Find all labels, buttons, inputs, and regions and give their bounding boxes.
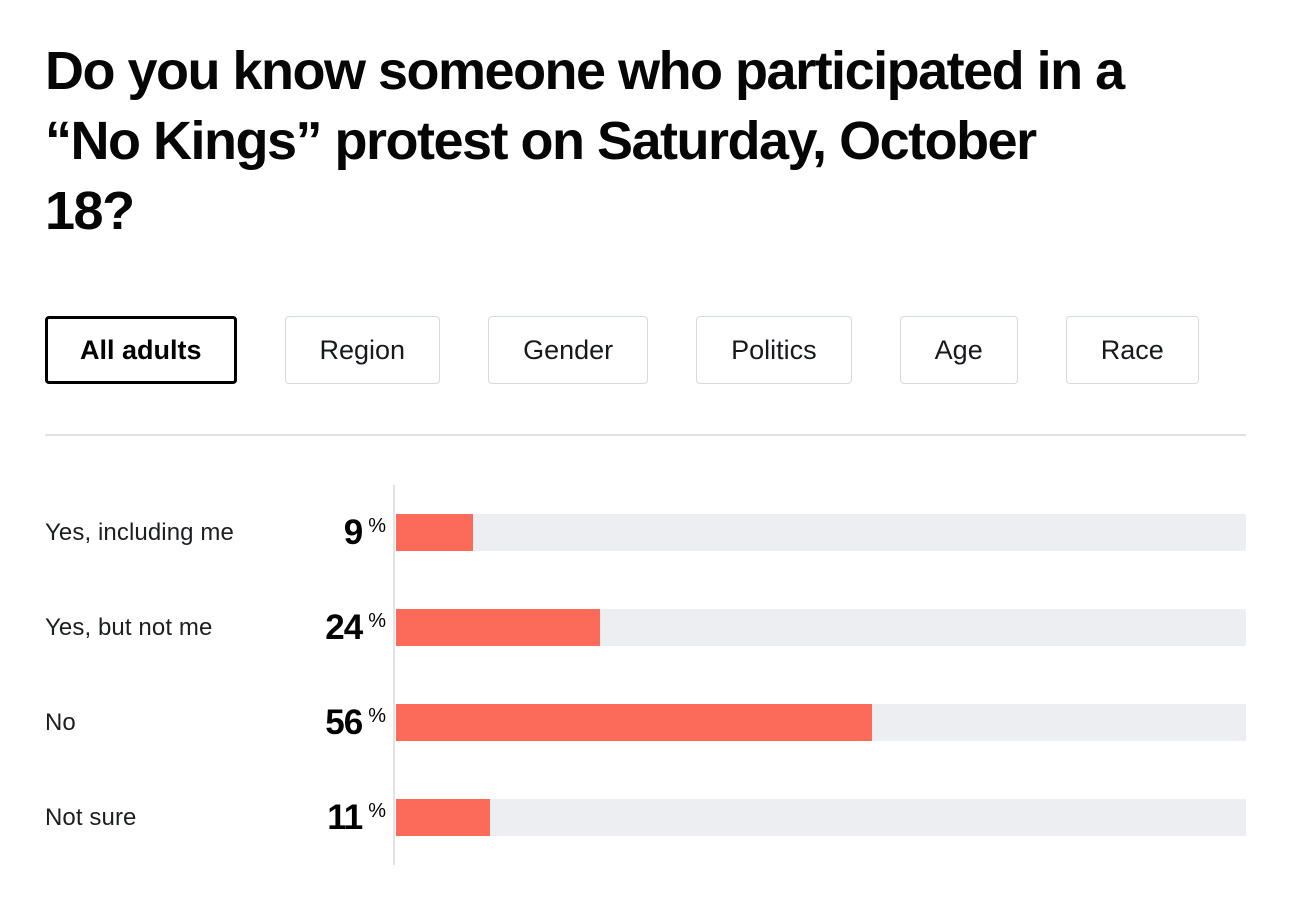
chart-row-left: Not sure 11 % <box>45 800 396 835</box>
percent-sign: % <box>368 705 386 727</box>
chart-row: No 56 % <box>45 675 1246 770</box>
category-label: Yes, but not me <box>45 613 213 641</box>
bar-fill <box>396 609 600 646</box>
tab-label: Gender <box>523 334 614 365</box>
percent-sign: % <box>368 515 386 537</box>
tab-label: All adults <box>80 334 202 365</box>
value-label: 11 % <box>327 800 386 835</box>
category-label: Not sure <box>45 803 137 831</box>
axis-line <box>393 485 395 865</box>
tab-label: Age <box>934 334 983 365</box>
value-number: 56 <box>325 703 363 742</box>
page-title: Do you know someone who participated in … <box>45 41 1125 241</box>
tab-label: Politics <box>731 334 817 365</box>
bar-chart: Yes, including me 9 % Yes, but not me 24… <box>45 485 1246 865</box>
percent-sign: % <box>368 610 386 632</box>
category-label: Yes, including me <box>45 518 234 546</box>
demographic-tabs: All adults Region Gender Politics Age Ra… <box>45 316 1246 384</box>
bar-track <box>396 514 1246 551</box>
value-number: 9 <box>343 513 363 552</box>
bar-fill <box>396 704 872 741</box>
bar-track <box>396 609 1246 646</box>
tab-gender[interactable]: Gender <box>488 316 649 384</box>
tab-race[interactable]: Race <box>1065 316 1199 384</box>
tab-age[interactable]: Age <box>899 316 1018 384</box>
bar-track <box>396 704 1246 741</box>
bar-track <box>396 799 1246 836</box>
tab-region[interactable]: Region <box>284 316 441 384</box>
chart-row-left: Yes, but not me 24 % <box>45 610 396 645</box>
value-number: 11 <box>327 798 363 837</box>
percent-sign: % <box>368 800 386 822</box>
value-label: 56 % <box>325 705 386 740</box>
tab-label: Region <box>319 334 406 365</box>
tab-all-adults[interactable]: All adults <box>45 316 237 384</box>
category-label: No <box>45 708 76 736</box>
value-label: 9 % <box>344 515 386 550</box>
tab-label: Race <box>1100 334 1164 365</box>
value-number: 24 <box>325 608 363 647</box>
tab-politics[interactable]: Politics <box>696 316 852 384</box>
value-label: 24 % <box>325 610 386 645</box>
chart-row-left: Yes, including me 9 % <box>45 515 396 550</box>
poll-widget: Do you know someone who participated in … <box>0 36 1302 865</box>
section-divider <box>45 434 1246 436</box>
chart-row: Yes, but not me 24 % <box>45 580 1246 675</box>
bar-fill <box>396 799 490 836</box>
chart-row: Yes, including me 9 % <box>45 485 1246 580</box>
chart-row-left: No 56 % <box>45 705 396 740</box>
chart-row: Not sure 11 % <box>45 770 1246 865</box>
bar-fill <box>396 514 473 551</box>
